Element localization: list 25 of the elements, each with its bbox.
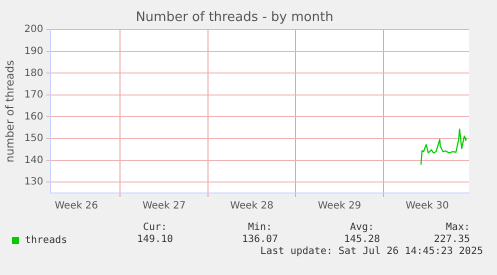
text: Cur: xyxy=(142,222,168,233)
y-axis-title: number of threads xyxy=(3,60,16,162)
y-tick-label: 200 xyxy=(24,24,44,36)
y-tick-label: 180 xyxy=(24,68,44,79)
x-tick-label: Week 27 xyxy=(142,200,186,212)
text: Last update: Sat Jul 26 14:45:23 2025 xyxy=(260,246,483,257)
y-tick-label: 190 xyxy=(24,46,44,57)
y-tick-label: 140 xyxy=(24,154,44,166)
y-tick-label: 150 xyxy=(24,133,44,144)
text: 136.07 xyxy=(240,234,280,245)
text: 149.10 xyxy=(136,234,174,245)
y-tick-label: 160 xyxy=(24,111,44,122)
y-tick-label: 170 xyxy=(24,90,44,101)
text: Max: xyxy=(444,222,470,233)
text: 145.28 xyxy=(342,234,382,245)
chart-title: Number of threads - by month xyxy=(136,10,334,26)
x-tick-label: Week 28 xyxy=(230,200,274,212)
x-tick-label: Week 30 xyxy=(406,200,449,212)
x-tick-label: Week 26 xyxy=(54,200,98,212)
y-tick-label: 130 xyxy=(24,176,44,188)
legend-label: threads xyxy=(25,235,68,246)
x-tick-label: Week 29 xyxy=(318,200,362,212)
text: 227.35 xyxy=(432,234,470,245)
text: Min: xyxy=(246,222,274,233)
text: Avg: xyxy=(348,222,376,233)
